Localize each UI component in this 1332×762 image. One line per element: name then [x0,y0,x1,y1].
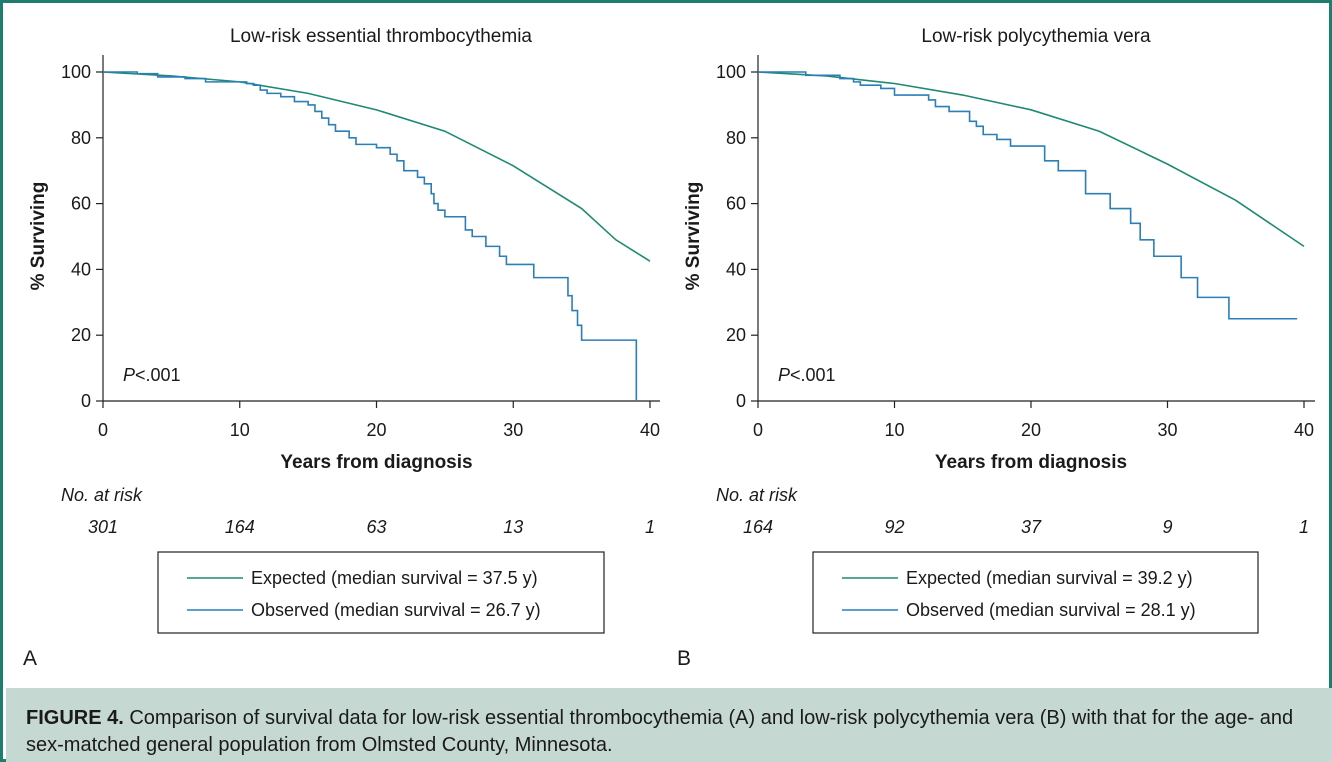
y-tick-label-b-0: 0 [736,391,746,411]
risk-value-b-2: 37 [1021,517,1042,537]
figure-plots: Low-risk essential thrombocythemia 0 20 40 6… [23,26,1315,670]
y-tick-label-b-100: 100 [716,62,746,82]
legend-entry-b-0: Expected (median survival = 39.2 y) [906,568,1193,588]
y-tick-label-a-100: 100 [61,62,91,82]
expected-line-a [102,71,651,262]
risk-value-b-3: 9 [1162,517,1172,537]
chart-title-a: Low-risk essential thrombocythemia [230,26,532,47]
figure-label: FIGURE 4. [26,707,124,729]
y-axis-label-a: % Surviving [28,182,49,291]
y-tick-label-a-20: 20 [71,325,91,345]
risk-value-a-3: 13 [503,517,523,537]
y-tick-label-a-80: 80 [71,128,91,148]
y-tick-label-b-20: 20 [726,325,746,345]
y-tick-label-a-40: 40 [71,259,91,279]
y-tick-label-b-40: 40 [726,259,746,279]
y-axis-label-b: % Surviving [683,182,704,291]
x-tick-label-b-40: 40 [1294,420,1314,440]
x-tick-label-a-20: 20 [366,420,386,440]
expected-line-b [757,71,1305,248]
observed-line-a [103,71,638,401]
p-value-annotation-b: P<.001 [778,365,836,385]
x-tick-label-a-40: 40 [640,420,660,440]
chart-title-b: Low-risk polycythemia vera [921,26,1151,47]
x-tick-label-b-30: 30 [1157,420,1177,440]
legend-box-b [812,551,1259,634]
x-tick-label-a-10: 10 [230,420,250,440]
risk-value-b-1: 92 [884,517,904,537]
y-tick-label-a-0: 0 [81,391,91,411]
risk-value-b-0: 164 [743,517,773,537]
panel-label-b: B [677,647,691,670]
x-tick-label-b-20: 20 [1021,420,1041,440]
x-tick-label-b-0: 0 [753,420,763,440]
panel-label-a: A [23,647,37,670]
risk-value-a-1: 164 [225,517,255,537]
x-tick-label-a-0: 0 [98,420,108,440]
risk-value-a-2: 63 [366,517,386,537]
observed-line-b [758,71,1298,320]
x-axis-label-a: Years from diagnosis [280,452,472,473]
caption-text: Comparison of survival data for low-risk… [26,707,1294,756]
x-tick-label-a-30: 30 [503,420,523,440]
legend-entry-a-0: Expected (median survival = 37.5 y) [251,568,538,588]
risk-label-b: No. at risk [716,485,798,505]
risk-value-b-4: 1 [1299,517,1309,537]
x-axis-label-b: Years from diagnosis [935,452,1127,473]
legend-entry-b-1: Observed (median survival = 28.1 y) [906,600,1196,620]
risk-label-a: No. at risk [61,485,143,505]
figure-caption: FIGURE 4. Comparison of survival data fo… [6,688,1332,762]
y-tick-label-a-60: 60 [71,194,91,214]
p-value-annotation-a: P<.001 [123,365,181,385]
y-tick-label-b-80: 80 [726,128,746,148]
risk-value-a-4: 1 [645,517,655,537]
risk-value-a-0: 301 [88,517,118,537]
x-tick-label-b-10: 10 [884,420,904,440]
legend-entry-a-1: Observed (median survival = 26.7 y) [251,600,541,620]
y-tick-label-b-60: 60 [726,194,746,214]
legend-box-a [157,551,605,634]
